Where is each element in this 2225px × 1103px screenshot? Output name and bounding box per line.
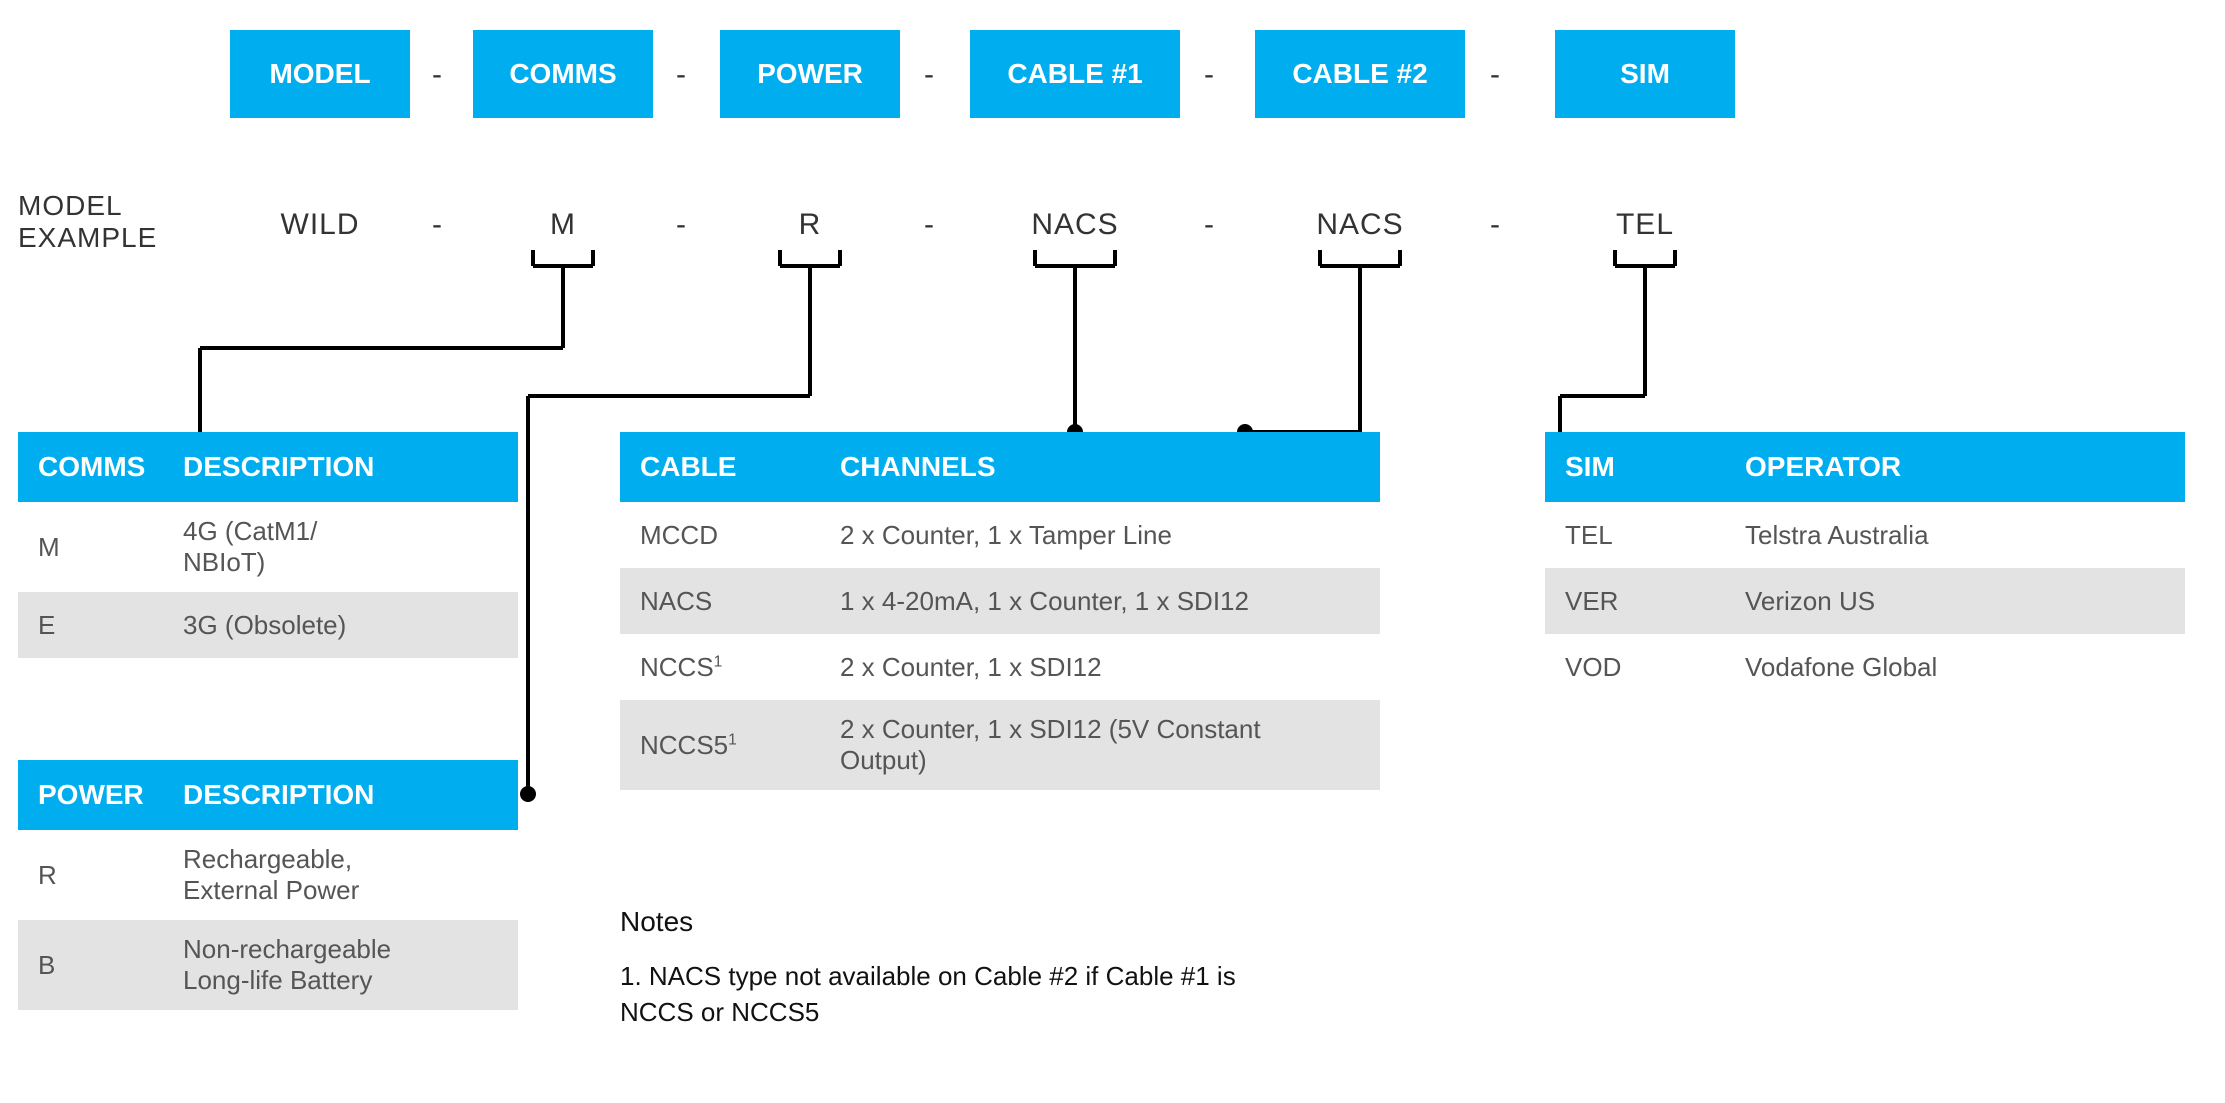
notes-body: 1. NACS type not available on Cable #2 i… (620, 958, 1240, 1031)
power-cell: R (18, 846, 163, 905)
cable-cell: NCCS1 (620, 638, 820, 697)
header-dash: - (1490, 58, 1500, 92)
cable-cell: NACS (620, 572, 820, 631)
sim-cell: TEL (1545, 506, 1725, 565)
example-value: R (720, 208, 900, 242)
comms-cell: 4G (CatM1/ NBIoT) (163, 502, 518, 592)
comms-cell: E (18, 596, 163, 655)
example-label-line2: EXAMPLE (18, 222, 157, 254)
power-cell: B (18, 936, 163, 995)
cable-header-col: CABLE (620, 437, 820, 497)
power-cell: Non-rechargeable Long-life Battery (163, 920, 518, 1010)
cable-cell: 2 x Counter, 1 x Tamper Line (820, 506, 1380, 565)
example-value: WILD (230, 208, 410, 242)
power-table-row: RRechargeable, External Power (18, 830, 518, 920)
sim-header-col: SIM (1545, 437, 1725, 497)
cable-header-col: CHANNELS (820, 437, 1380, 497)
header-dash: - (432, 58, 442, 92)
cable-cell: 1 x 4-20mA, 1 x Counter, 1 x SDI12 (820, 572, 1380, 631)
power-table: POWERDESCRIPTIONRRechargeable, External … (18, 760, 518, 1010)
notes-title: Notes (620, 906, 693, 938)
example-value: TEL (1555, 208, 1735, 242)
cable-cell: 2 x Counter, 1 x SDI12 (5V Constant Outp… (820, 700, 1380, 790)
cable-table: CABLECHANNELSMCCD2 x Counter, 1 x Tamper… (620, 432, 1380, 790)
example-dash: - (676, 208, 686, 242)
cable-table-row: NACS1 x 4-20mA, 1 x Counter, 1 x SDI12 (620, 568, 1380, 634)
comms-table-header: COMMSDESCRIPTION (18, 432, 518, 502)
header-box-sim: SIM (1555, 30, 1735, 118)
cable-table-header: CABLECHANNELS (620, 432, 1380, 502)
power-table-row: BNon-rechargeable Long-life Battery (18, 920, 518, 1010)
power-table-header: POWERDESCRIPTION (18, 760, 518, 830)
example-value: NACS (970, 208, 1180, 242)
cable-cell: NCCS51 (620, 716, 820, 775)
sim-table-row: VERVerizon US (1545, 568, 2185, 634)
comms-header-col: DESCRIPTION (163, 437, 518, 497)
example-label: MODEL EXAMPLE (18, 190, 157, 254)
header-dash: - (1204, 58, 1214, 92)
comms-table: COMMSDESCRIPTIONM4G (CatM1/ NBIoT)E3G (O… (18, 432, 518, 658)
header-dash: - (676, 58, 686, 92)
sim-header-col: OPERATOR (1725, 437, 2185, 497)
comms-header-col: COMMS (18, 437, 163, 497)
power-header-col: POWER (18, 765, 163, 825)
sim-table-header: SIMOPERATOR (1545, 432, 2185, 502)
header-box-model: MODEL (230, 30, 410, 118)
sim-table: SIMOPERATORTELTelstra AustraliaVERVerizo… (1545, 432, 2185, 700)
sim-cell: Vodafone Global (1725, 638, 2185, 697)
comms-cell: 3G (Obsolete) (163, 596, 518, 655)
comms-table-row: M4G (CatM1/ NBIoT) (18, 502, 518, 592)
cable-table-row: NCCS512 x Counter, 1 x SDI12 (5V Constan… (620, 700, 1380, 790)
sim-cell: Telstra Australia (1725, 506, 2185, 565)
header-box-power: POWER (720, 30, 900, 118)
header-box-cable-2: CABLE #2 (1255, 30, 1465, 118)
example-dash: - (432, 208, 442, 242)
header-box-comms: COMMS (473, 30, 653, 118)
example-dash: - (1204, 208, 1214, 242)
power-cell: Rechargeable, External Power (163, 830, 518, 920)
example-value: M (473, 208, 653, 242)
header-box-cable-1: CABLE #1 (970, 30, 1180, 118)
sim-cell: Verizon US (1725, 572, 2185, 631)
cable-cell: 2 x Counter, 1 x SDI12 (820, 638, 1380, 697)
sim-cell: VER (1545, 572, 1725, 631)
example-dash: - (1490, 208, 1500, 242)
example-dash: - (924, 208, 934, 242)
sim-cell: VOD (1545, 638, 1725, 697)
comms-cell: M (18, 518, 163, 577)
example-label-line1: MODEL (18, 190, 157, 222)
comms-table-row: E3G (Obsolete) (18, 592, 518, 658)
header-dash: - (924, 58, 934, 92)
sim-table-row: VODVodafone Global (1545, 634, 2185, 700)
power-header-col: DESCRIPTION (163, 765, 518, 825)
sim-table-row: TELTelstra Australia (1545, 502, 2185, 568)
cable-table-row: NCCS12 x Counter, 1 x SDI12 (620, 634, 1380, 700)
cable-cell: MCCD (620, 506, 820, 565)
example-value: NACS (1255, 208, 1465, 242)
cable-table-row: MCCD2 x Counter, 1 x Tamper Line (620, 502, 1380, 568)
